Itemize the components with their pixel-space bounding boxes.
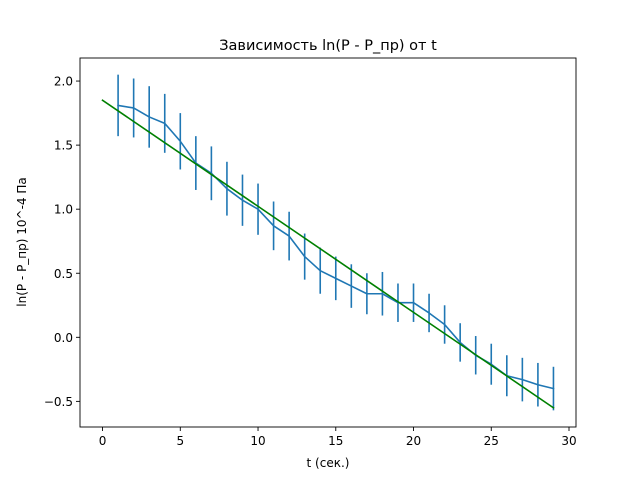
axes-frame	[79, 57, 577, 428]
y-axis-title: ln(P - P_пр) 10^-4 Па	[15, 177, 29, 307]
x-tick-label: 0	[99, 434, 107, 448]
chart-title: Зависимость ln(P - P_пр) от t	[219, 38, 437, 54]
y-tick-label: 0.0	[54, 331, 73, 345]
fit-line	[101, 99, 555, 409]
x-tick-label: 5	[176, 434, 184, 448]
y-tick-label: 0.5	[54, 267, 73, 281]
data-series-line	[117, 104, 555, 390]
x-tick-label: 20	[406, 434, 421, 448]
y-tick-label: 1.5	[54, 139, 73, 153]
y-tick-label: 1.0	[54, 203, 73, 217]
x-tick-label: 10	[250, 434, 265, 448]
y-tick-label: −0.5	[44, 395, 73, 409]
y-tick-label: 2.0	[54, 75, 73, 89]
x-axis-title: t (сек.)	[307, 456, 350, 470]
y-axis-ticks: −0.5 0.0 0.5 1.0 1.5 2.0	[44, 75, 80, 409]
x-tick-label: 15	[328, 434, 343, 448]
x-tick-label: 25	[484, 434, 499, 448]
chart-marks	[101, 74, 555, 411]
x-axis-ticks: 0 5 10 15 20 25 30	[99, 427, 577, 448]
x-tick-label: 30	[561, 434, 576, 448]
